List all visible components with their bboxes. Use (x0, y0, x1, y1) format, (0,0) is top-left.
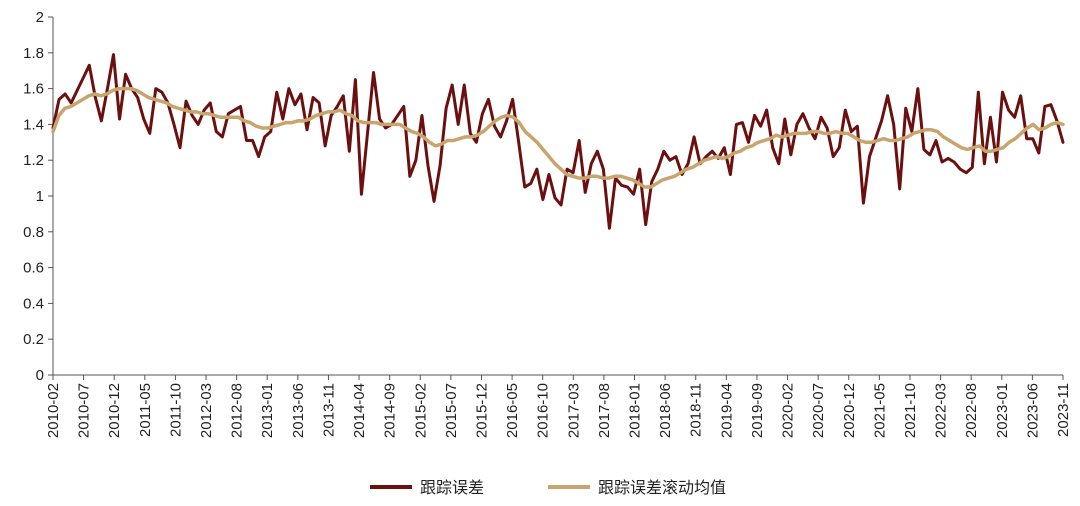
x-tick-label: 2021-10 (902, 383, 919, 438)
legend-label-tracking-error: 跟踪误差 (420, 478, 484, 497)
legend-label-rolling-mean: 跟踪误差滚动均值 (598, 478, 726, 497)
series-line-rolling-mean (51, 86, 1065, 189)
x-tick-label: 2013-01 (259, 383, 276, 438)
y-tick-label: 0 (36, 367, 44, 384)
x-tick-label: 2014-04 (351, 383, 368, 438)
x-tick-label: 2015-12 (473, 383, 490, 438)
x-tick-label: 2017-03 (565, 383, 582, 438)
y-tick-label: 1.2 (23, 152, 44, 169)
y-tick-label: 1.4 (23, 116, 44, 133)
x-tick-label: 2015-07 (443, 383, 460, 438)
x-tick-label: 2021-05 (871, 383, 888, 438)
y-tick-label: 1 (36, 188, 44, 205)
x-tick-label: 2022-03 (933, 383, 950, 438)
x-tick-label: 2013-06 (290, 383, 307, 438)
x-tick-label: 2020-12 (841, 383, 858, 438)
x-tick-label: 2018-01 (627, 383, 644, 438)
y-tick-label: 0.4 (23, 295, 44, 312)
y-tick-label: 0.2 (23, 331, 44, 348)
y-tick-label: 2 (36, 9, 44, 26)
x-tick-label: 2013-11 (320, 383, 337, 437)
y-tick-label: 0.6 (23, 260, 44, 277)
x-tick-label: 2020-02 (780, 383, 797, 438)
x-tick-label: 2023-01 (994, 383, 1011, 438)
x-tick-label: 2018-11 (688, 383, 705, 437)
x-tick-label: 2012-03 (198, 383, 215, 438)
y-tick-label: 1.6 (23, 81, 44, 98)
series-line-tracking-error (51, 53, 1065, 230)
x-tick-label: 2019-09 (749, 383, 766, 438)
x-tick-label: 2019-04 (718, 383, 735, 438)
x-tick-label: 2011-10 (167, 383, 184, 437)
x-tick-label: 2012-08 (229, 383, 246, 438)
x-tick-label: 2022-08 (963, 383, 980, 438)
x-tick-label: 2017-08 (596, 383, 613, 438)
x-tick-label: 2016-10 (535, 383, 552, 438)
x-tick-label: 2011-05 (137, 383, 154, 437)
x-tick-label: 2023-06 (1024, 383, 1041, 438)
x-tick-label: 2016-05 (504, 383, 521, 438)
y-tick-label: 0.8 (23, 224, 44, 241)
x-tick-label: 2010-07 (76, 383, 93, 438)
x-tick-label: 2010-12 (106, 383, 123, 438)
x-tick-label: 2014-09 (382, 383, 399, 438)
x-tick-label: 2020-07 (810, 383, 827, 438)
x-tick-label: 2010-02 (45, 383, 62, 438)
x-tick-label: 2018-06 (657, 383, 674, 438)
y-tick-label: 1.8 (23, 45, 44, 62)
x-tick-label: 2023-11 (1055, 383, 1072, 437)
x-tick-label: 2015-02 (412, 383, 429, 438)
